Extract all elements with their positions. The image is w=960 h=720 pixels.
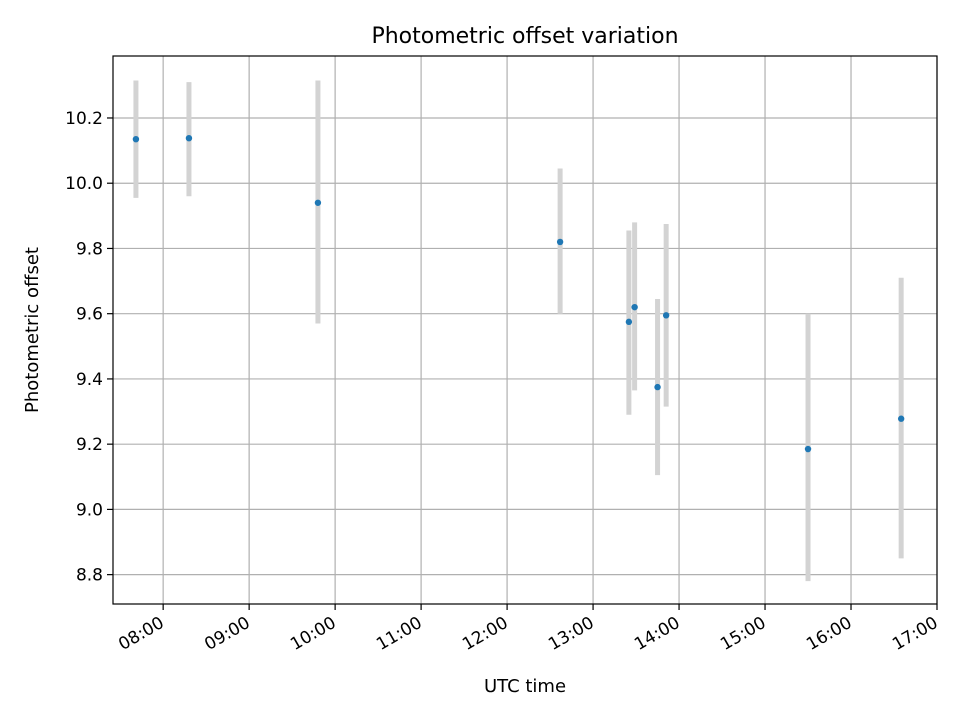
y-tick-label: 9.6 (76, 305, 103, 325)
data-points (132, 135, 905, 453)
x-tick-label: 13:00 (545, 613, 597, 655)
y-axis-label: Photometric offset (22, 247, 43, 413)
error-bars (133, 80, 904, 582)
y-tick-label: 9.4 (76, 370, 103, 390)
x-axis-ticks: 08:00 09:00 10:00 11:00 12:00 13:00 14:00 15:00… (115, 604, 942, 655)
data-point (625, 318, 633, 326)
x-tick-label: 10:00 (287, 613, 339, 655)
y-tick-label: 9.2 (76, 435, 103, 455)
x-tick-label: 15:00 (717, 613, 769, 655)
x-axis-label: UTC time (484, 676, 566, 697)
data-point (314, 199, 322, 206)
data-point (804, 445, 812, 453)
data-point (631, 303, 638, 311)
data-point (185, 135, 193, 142)
grid (113, 56, 938, 604)
y-tick-label: 9.0 (76, 500, 103, 520)
x-tick-label: 14:00 (631, 613, 683, 655)
chart-title: Photometric offset variation (371, 24, 678, 49)
x-tick-label: 17:00 (889, 613, 941, 655)
y-axis-ticks: 8.8 9.0 9.2 9.4 9.6 9.8 10.0 10.2 (65, 109, 113, 586)
x-tick-label: 16:00 (803, 613, 855, 655)
y-tick-label: 10.2 (65, 109, 103, 129)
data-point (556, 238, 564, 246)
x-tick-label: 08:00 (115, 613, 167, 655)
x-tick-label: 11:00 (373, 613, 425, 655)
x-tick-label: 09:00 (201, 613, 253, 655)
data-point (897, 415, 905, 422)
x-tick-label: 12:00 (459, 613, 511, 655)
data-point (132, 135, 140, 143)
plot-area-frame (112, 55, 938, 605)
y-tick-label: 9.8 (76, 239, 103, 259)
data-point (654, 383, 661, 391)
y-tick-label: 8.8 (76, 566, 103, 586)
y-tick-label: 10.0 (65, 174, 103, 194)
data-point (662, 312, 670, 319)
